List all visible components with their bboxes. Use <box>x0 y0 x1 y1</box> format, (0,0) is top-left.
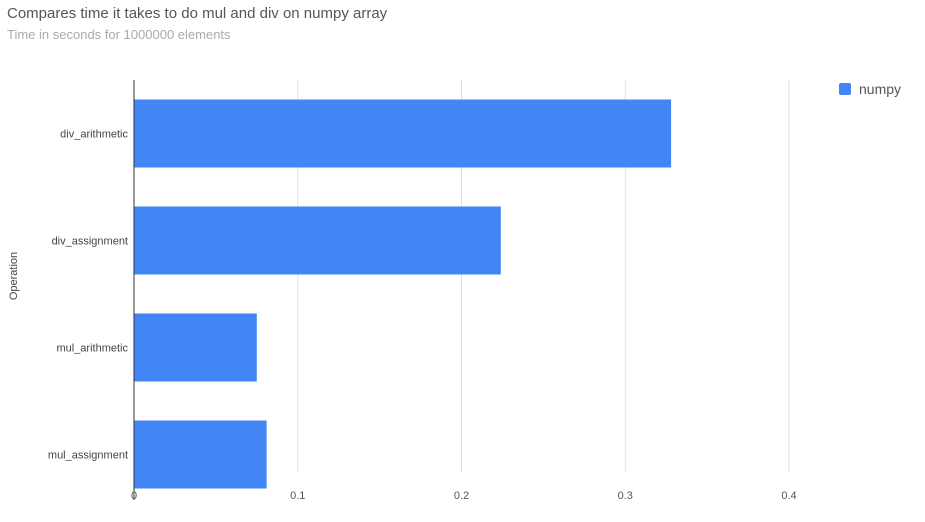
chart-title: Compares time it takes to do mul and div… <box>7 5 388 22</box>
bar-mul_assignment[interactable] <box>134 420 267 489</box>
bars <box>134 99 672 489</box>
legend-swatch-numpy <box>839 83 851 95</box>
x-tick-label: 0 <box>131 490 137 502</box>
labels: 0 0.1 0.2 0.3 0.4 div_arithmetic div_assignmen… <box>8 129 797 503</box>
bar-div_arithmetic[interactable] <box>134 99 672 168</box>
chart-subtitle: Time in seconds for 1000000 elements <box>7 27 231 42</box>
y-category-label: mul_arithmetic <box>56 343 128 355</box>
y-category-label: div_arithmetic <box>60 129 128 141</box>
bar-mul_arithmetic[interactable] <box>134 313 257 382</box>
y-category-label: mul_assignment <box>48 450 128 462</box>
legend-label-numpy: numpy <box>859 81 902 97</box>
y-axis-title: Operation <box>8 252 20 300</box>
x-tick-label: 0.3 <box>618 490 633 502</box>
x-tick-label: 0.4 <box>781 490 796 502</box>
x-tick-label: 0.2 <box>454 490 469 502</box>
bar-div_assignment[interactable] <box>134 206 501 275</box>
x-tick-label: 0.1 <box>290 490 305 502</box>
y-category-label: div_assignment <box>52 236 128 248</box>
legend[interactable]: numpy <box>839 81 901 97</box>
